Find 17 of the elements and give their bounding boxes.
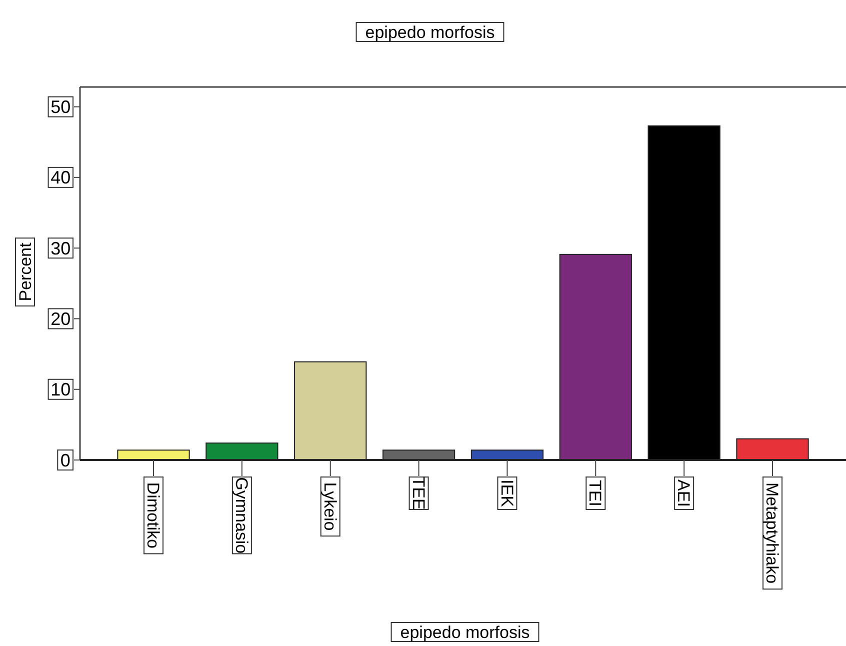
- x-tick-label: TEI: [586, 480, 605, 506]
- x-tick-label: TEE: [408, 476, 428, 510]
- y-axis-title: Percent: [16, 242, 35, 302]
- x-tick-label: Dimotiko: [144, 482, 163, 548]
- y-tick-label: 0: [60, 450, 70, 470]
- x-tick-label: Gymnasio: [232, 477, 251, 554]
- y-tick-label: 30: [50, 238, 71, 258]
- y-tick-label: 20: [50, 309, 71, 330]
- x-tick-label: IEK: [497, 480, 516, 508]
- x-tick-label: Lykeio: [320, 482, 340, 531]
- y-tick-label: 40: [50, 168, 71, 188]
- x-tick-label: Metaptyhiako: [762, 482, 782, 584]
- x-tick-label: AEI: [674, 480, 694, 507]
- y-tick-label: 50: [50, 97, 71, 118]
- chart-title: epipedo morfosis: [365, 22, 495, 42]
- y-tick-label: 10: [50, 380, 71, 400]
- x-axis-title: epipedo morfosis: [400, 622, 530, 642]
